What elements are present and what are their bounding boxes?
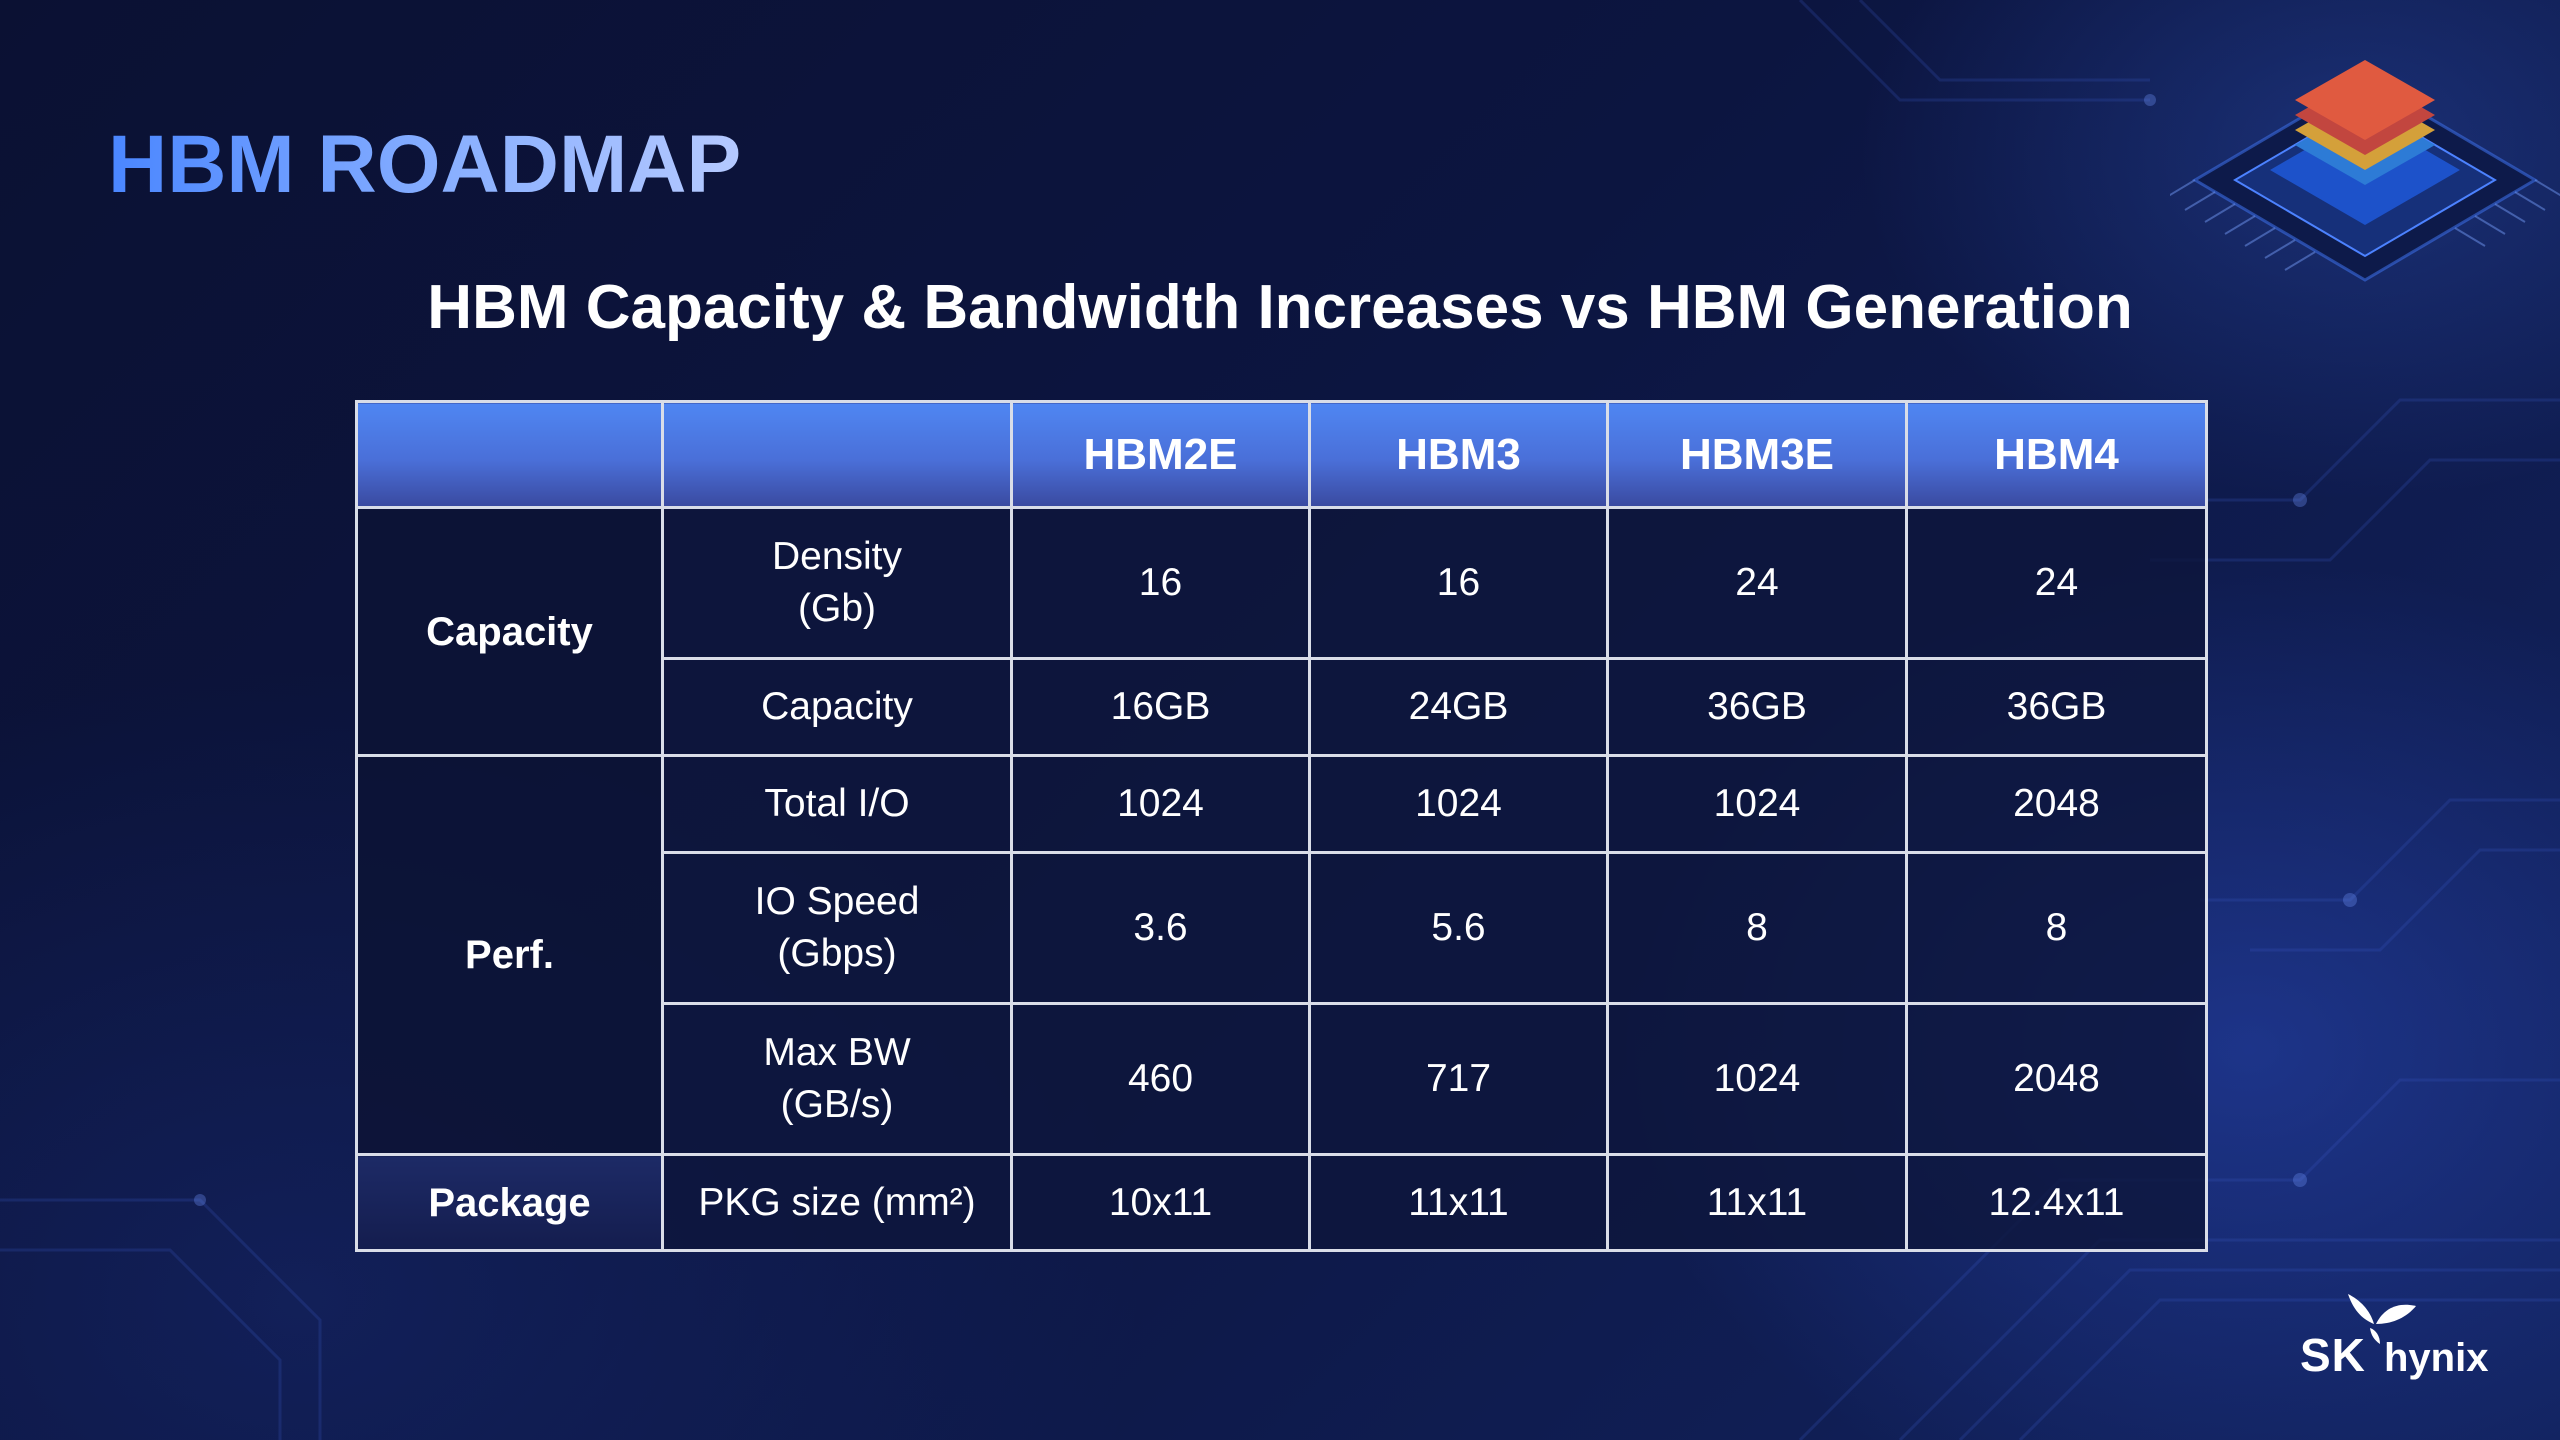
group-label: Package <box>355 1153 664 1252</box>
table-cell: 36GB <box>1905 657 2208 757</box>
table-row: Package PKG size (mm²) 10x11 11x11 11x11… <box>355 1153 2208 1252</box>
table-row: Capacity Density (Gb) 16 16 24 24 <box>355 506 2208 757</box>
table-cell: 24 <box>1606 506 1908 660</box>
row-label-line: Density <box>771 535 903 578</box>
table-cell: 2048 <box>1905 1002 2208 1156</box>
row-label: Density (Gb) <box>661 506 1013 660</box>
header-empty-cell <box>661 400 1013 509</box>
hbm-roadmap-table: HBM2E HBM3 HBM3E HBM4 Capacity Density (… <box>355 400 2208 1252</box>
hbm-chip-illustration <box>2170 60 2560 282</box>
table-cell: 5.6 <box>1308 851 1609 1005</box>
row-label: Capacity <box>661 657 1013 757</box>
table-cell: 1024 <box>1606 1002 1908 1156</box>
column-header: HBM3E <box>1606 400 1908 509</box>
table-cell: 24 <box>1905 506 2208 660</box>
table-cell: 460 <box>1010 1002 1311 1156</box>
row-label: Max BW (GB/s) <box>661 1002 1013 1156</box>
logo-text-sk: SK <box>2300 1329 2366 1381</box>
table-cell: 16 <box>1010 506 1311 660</box>
table-header-row: HBM2E HBM3 HBM3E HBM4 <box>355 400 2208 509</box>
row-label-line: (Gb) <box>798 587 876 630</box>
table-cell: 36GB <box>1606 657 1908 757</box>
table-cell: 1024 <box>1308 754 1609 854</box>
row-label-line: IO Speed <box>754 880 920 923</box>
logo-text-hynix: hynix <box>2384 1336 2489 1380</box>
table-row: IO Speed (Gbps) 3.6 5.6 8 8 <box>357 851 2208 1005</box>
row-label: Total I/O <box>661 754 1013 854</box>
table-cell: 717 <box>1308 1002 1609 1156</box>
table-cell: 11x11 <box>1308 1153 1609 1252</box>
slide-subtitle: HBM Capacity & Bandwidth Increases vs HB… <box>427 273 2133 342</box>
table-cell: 11x11 <box>1606 1153 1908 1252</box>
page-title: HBM ROADMAP <box>108 119 742 210</box>
header-empty-cell <box>355 400 664 509</box>
row-label-line: Max BW <box>763 1031 911 1074</box>
table-cell: 10x11 <box>1010 1153 1311 1252</box>
row-label-line: (GB/s) <box>780 1083 894 1126</box>
table-row: Perf. Total I/O 1024 1024 1024 2048 <box>355 754 2208 1156</box>
row-label: IO Speed (Gbps) <box>661 851 1013 1005</box>
sk-butterfly-icon <box>2348 1294 2416 1344</box>
table-row: Capacity 16GB 24GB 36GB 36GB <box>357 657 2208 757</box>
table-cell: 1024 <box>1606 754 1908 854</box>
table-cell: 3.6 <box>1010 851 1311 1005</box>
group-label: Perf. <box>355 754 664 1156</box>
table-cell: 24GB <box>1308 657 1609 757</box>
table-cell: 8 <box>1606 851 1908 1005</box>
group-label: Capacity <box>355 506 664 757</box>
table-cell: 16 <box>1308 506 1609 660</box>
table-cell: 12.4x11 <box>1905 1153 2208 1252</box>
row-label-line: (Gbps) <box>777 932 897 975</box>
table-cell: 1024 <box>1010 754 1311 854</box>
column-header: HBM3 <box>1308 400 1609 509</box>
table-row: Max BW (GB/s) 460 717 1024 2048 <box>357 1002 2208 1156</box>
table-cell: 16GB <box>1010 657 1311 757</box>
column-header: HBM4 <box>1905 400 2208 509</box>
row-label: PKG size (mm²) <box>661 1153 1013 1252</box>
table-cell: 8 <box>1905 851 2208 1005</box>
column-header: HBM2E <box>1010 400 1311 509</box>
sk-hynix-logo: SK hynix <box>2300 1290 2500 1400</box>
table-cell: 2048 <box>1905 754 2208 854</box>
